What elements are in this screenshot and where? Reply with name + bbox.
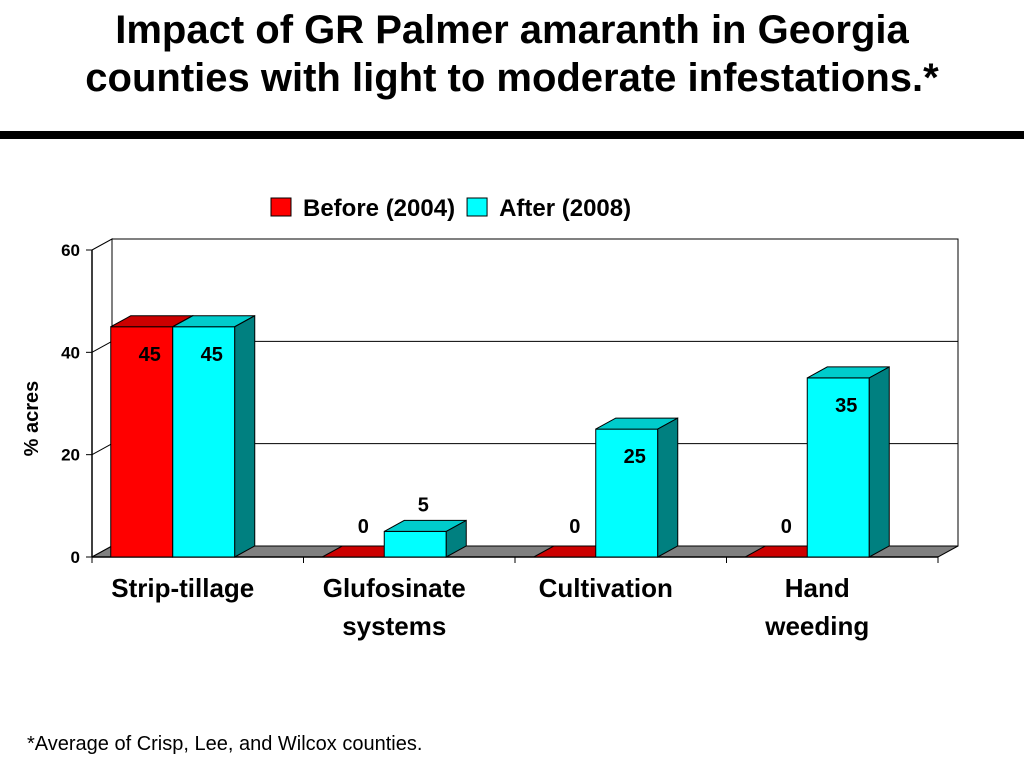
bar-side (868, 366, 890, 558)
slide-title: Impact of GR Palmer amaranth in Georgia … (0, 6, 1024, 102)
bar-front (172, 326, 236, 558)
plot-side-wall (91, 238, 113, 558)
gridline (91, 340, 113, 353)
title-divider (0, 131, 1024, 139)
data-label: 0 (358, 516, 369, 538)
bar-front (110, 326, 174, 558)
data-label: 0 (781, 516, 792, 538)
bar-front (806, 377, 870, 558)
y-axis-label: % acres (21, 381, 43, 457)
data-label: 25 (624, 446, 646, 468)
slide-title-line-2: counties with light to moderate infestat… (85, 56, 939, 100)
x-category-label: Glufosinate (323, 573, 466, 603)
x-category-label: Hand (785, 573, 850, 603)
y-tick-label: 0 (71, 548, 80, 567)
y-tick-label: 40 (61, 343, 80, 362)
x-category-label: systems (342, 611, 446, 641)
data-label: 45 (139, 344, 161, 366)
y-tick-label: 20 (61, 446, 80, 465)
gridline (91, 443, 113, 456)
x-category-label: Cultivation (539, 573, 673, 603)
slide-title-line-1: Impact of GR Palmer amaranth in Georgia (115, 8, 909, 52)
data-label: 0 (569, 516, 580, 538)
x-category-label: weeding (764, 611, 869, 641)
data-label: 35 (835, 395, 857, 417)
x-category-label: Strip-tillage (111, 573, 254, 603)
legend-label: Before (2004) (303, 195, 455, 222)
bar-side (234, 314, 256, 558)
legend-label: After (2008) (499, 195, 631, 222)
footnote: *Average of Crisp, Lee, and Wilcox count… (27, 733, 423, 755)
y-tick-label: 60 (61, 241, 80, 260)
bar-side (657, 417, 679, 558)
data-label: 5 (418, 494, 429, 516)
bar-front (383, 530, 447, 558)
data-label: 45 (201, 344, 223, 366)
legend-swatch (270, 197, 292, 217)
bar-front (595, 428, 659, 558)
bar-chart: 0 20 40 60 % acres 45 45 Strip-tillage 0 5 Glufosi… (21, 195, 959, 641)
bar-side (445, 519, 467, 558)
legend-swatch (466, 197, 488, 217)
